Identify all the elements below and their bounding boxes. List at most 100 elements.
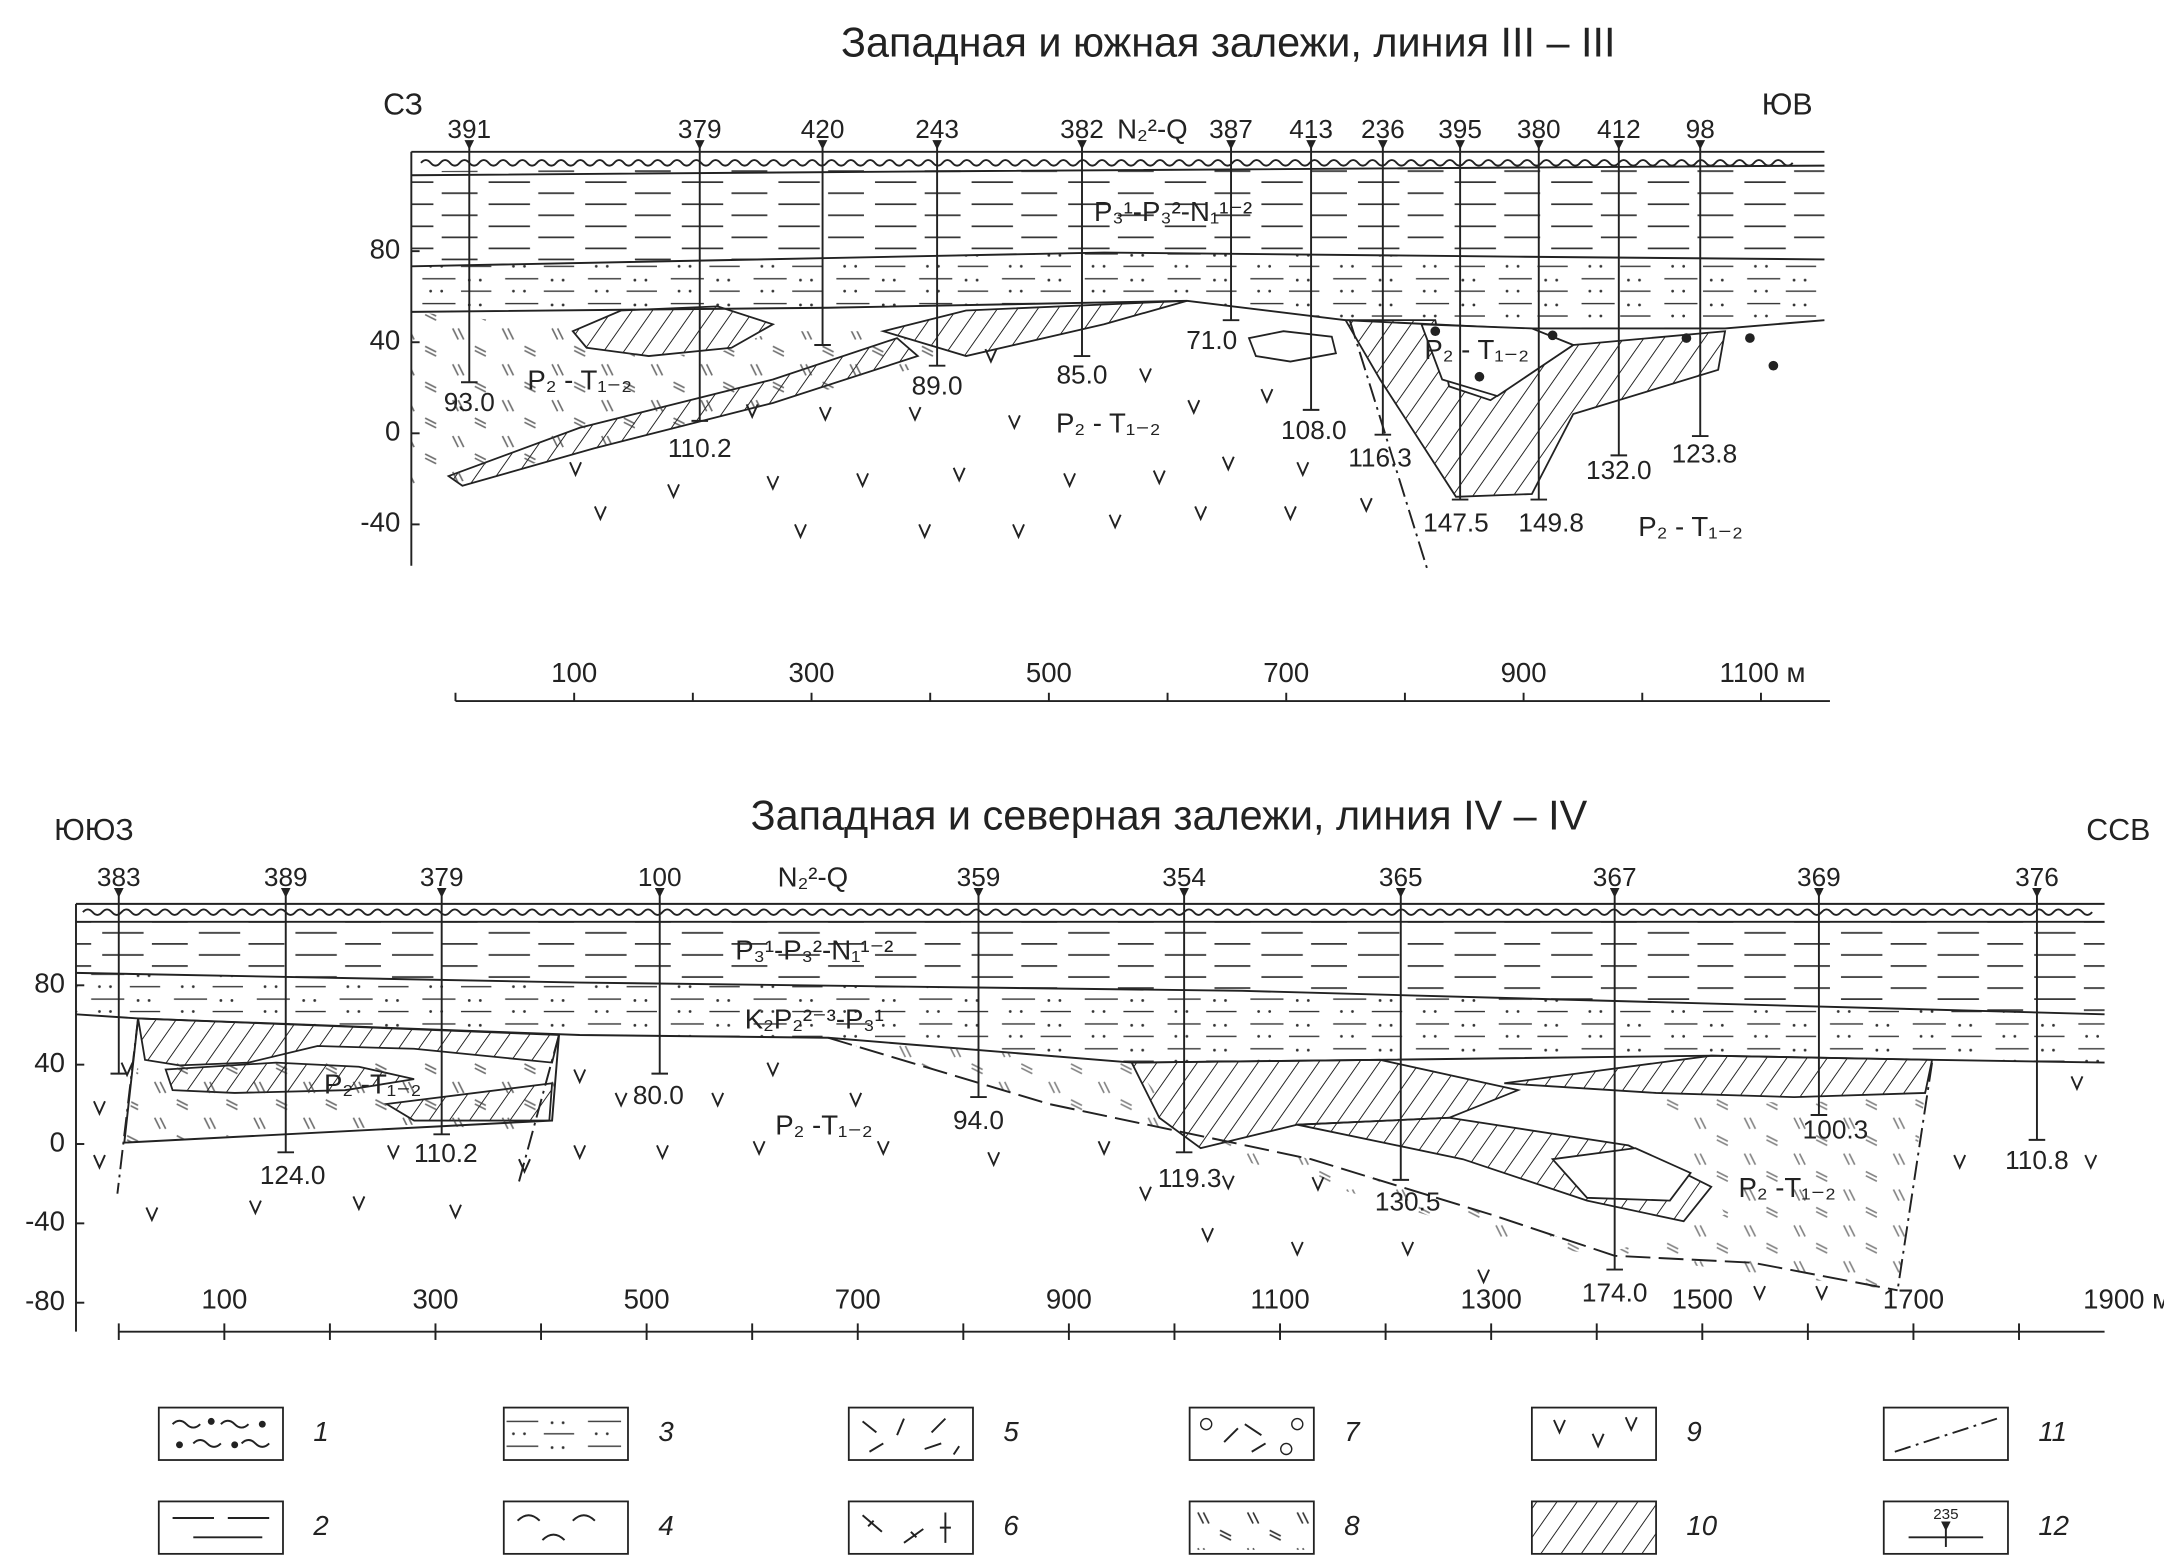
elevation-label: -40	[360, 507, 400, 538]
section-title: Западная и южная залежи, линия III – III	[841, 19, 1615, 65]
wavy-top-layer	[83, 909, 2092, 915]
legend-number: 1	[313, 1416, 328, 1447]
formation-label: P₂ -T₁₋₂	[1738, 1172, 1835, 1203]
legend-box	[1190, 1408, 1314, 1460]
formation-label: P₂ - T₁₋₂	[1424, 334, 1529, 365]
well-number: 413	[1289, 114, 1333, 144]
volcanic-mark	[1140, 368, 1151, 380]
volcanic-mark	[1954, 1155, 1965, 1167]
legend-box	[1884, 1408, 2008, 1460]
volcanic-mark	[767, 1063, 778, 1075]
well-depth: 108.0	[1281, 415, 1347, 445]
geologic-sections: Западная и южная залежи, линия III – III…	[0, 0, 2164, 1558]
legend-symbol	[1192, 1506, 1311, 1550]
distance-label: 900	[1046, 1284, 1092, 1315]
legend-number: 11	[2038, 1416, 2067, 1447]
well-number: 380	[1517, 114, 1561, 144]
volcanic-mark	[954, 468, 965, 480]
pebble	[1548, 331, 1558, 341]
section-title: Западная и северная залежи, линия IV – I…	[751, 792, 1588, 838]
volcanic-mark	[1297, 462, 1308, 474]
distance-label: 1500	[1672, 1284, 1733, 1315]
volcanic-mark	[754, 1141, 765, 1153]
well-number: 379	[678, 114, 722, 144]
legend-number: 9	[1686, 1416, 1701, 1447]
volcanic-mark	[668, 484, 679, 496]
well-depth: 110.2	[668, 433, 732, 463]
well-depth: 132.0	[1586, 455, 1652, 485]
volcanic-mark	[1188, 400, 1199, 412]
formation-label: K₂P₂²⁻³-P₃¹	[745, 1003, 884, 1034]
well-number: 376	[2015, 862, 2059, 892]
well-depth: 110.2	[414, 1138, 478, 1168]
legend-symbol	[176, 1441, 183, 1448]
well-number: 379	[420, 862, 464, 892]
distance-label: 1700	[1883, 1284, 1944, 1315]
legend-box	[1532, 1408, 1656, 1460]
formation-label: P₂ -T₁₋₂	[324, 1068, 421, 1099]
well-number: 382	[1060, 114, 1104, 144]
pebble	[1682, 333, 1692, 343]
volcanic-mark	[450, 1205, 461, 1217]
volcanic-mark	[570, 462, 581, 474]
volcanic-mark	[595, 506, 606, 518]
direction-label: ЮЮЗ	[54, 814, 134, 847]
volcanic-mark	[388, 1145, 399, 1157]
formation-label: N₂²-Q	[778, 861, 848, 892]
wavy-top-layer	[421, 160, 1793, 166]
legend-number: 4	[658, 1510, 673, 1541]
pebble	[1475, 372, 1485, 382]
volcanic-mark	[1223, 1176, 1234, 1188]
formation-label: P₂ - T₁₋₂	[527, 365, 632, 396]
distance-label: 1300	[1460, 1284, 1521, 1315]
volcanic-mark	[1361, 498, 1372, 510]
volcanic-mark	[94, 1155, 105, 1167]
volcanic-mark	[878, 1141, 889, 1153]
volcanic-mark	[1009, 415, 1020, 427]
distance-label: 500	[624, 1284, 670, 1315]
pebble	[1769, 361, 1779, 371]
volcanic-mark	[1154, 471, 1165, 483]
well-number: 387	[1209, 114, 1253, 144]
legend-number: 5	[1003, 1416, 1019, 1447]
volcanic-mark	[1292, 1242, 1303, 1254]
volcanic-mark	[1013, 524, 1024, 536]
well-depth: 71.0	[1186, 325, 1237, 355]
volcanic-mark	[1140, 1187, 1151, 1199]
distance-label: 100	[201, 1284, 247, 1315]
legend-number: 8	[1344, 1510, 1360, 1541]
volcanic-mark	[1261, 389, 1272, 401]
volcanic-mark	[1064, 473, 1075, 485]
volcanic-mark	[574, 1145, 585, 1157]
volcanic-mark	[616, 1093, 627, 1105]
well-depth: 100.3	[1803, 1115, 1869, 1145]
volcanic-mark	[767, 476, 778, 488]
legend-number: 12	[2038, 1510, 2069, 1541]
elevation-label: 40	[34, 1047, 65, 1078]
well-depth: 119.3	[1158, 1163, 1222, 1193]
well-depth: 110.8	[2005, 1145, 2069, 1175]
legend-symbol	[259, 1421, 266, 1428]
elevation-label: -40	[25, 1206, 65, 1237]
volcanic-mark	[657, 1145, 668, 1157]
well-depth: 123.8	[1672, 438, 1738, 468]
well-number: 243	[915, 114, 959, 144]
elevation-label: 80	[34, 968, 65, 999]
legend-number: 6	[1003, 1510, 1019, 1541]
distance-label: 300	[789, 657, 835, 688]
volcanic-mark	[1202, 1228, 1213, 1240]
volcanic-mark	[94, 1101, 105, 1113]
volcanic-mark	[250, 1201, 261, 1213]
formation-label: N₂²-Q	[1117, 113, 1187, 144]
distance-label: 100	[551, 657, 597, 688]
volcanic-mark	[910, 407, 921, 419]
volcanic-mark	[353, 1196, 364, 1208]
volcanic-mark	[2085, 1155, 2096, 1167]
elevation-label: -80	[25, 1285, 65, 1316]
legend-box	[159, 1408, 283, 1460]
legend-number: 2	[312, 1510, 328, 1541]
well-number: 236	[1361, 114, 1405, 144]
distance-label: 1900 м	[2083, 1284, 2164, 1315]
well-depth: 116.3	[1348, 442, 1412, 472]
volcanic-mark	[1223, 457, 1234, 469]
